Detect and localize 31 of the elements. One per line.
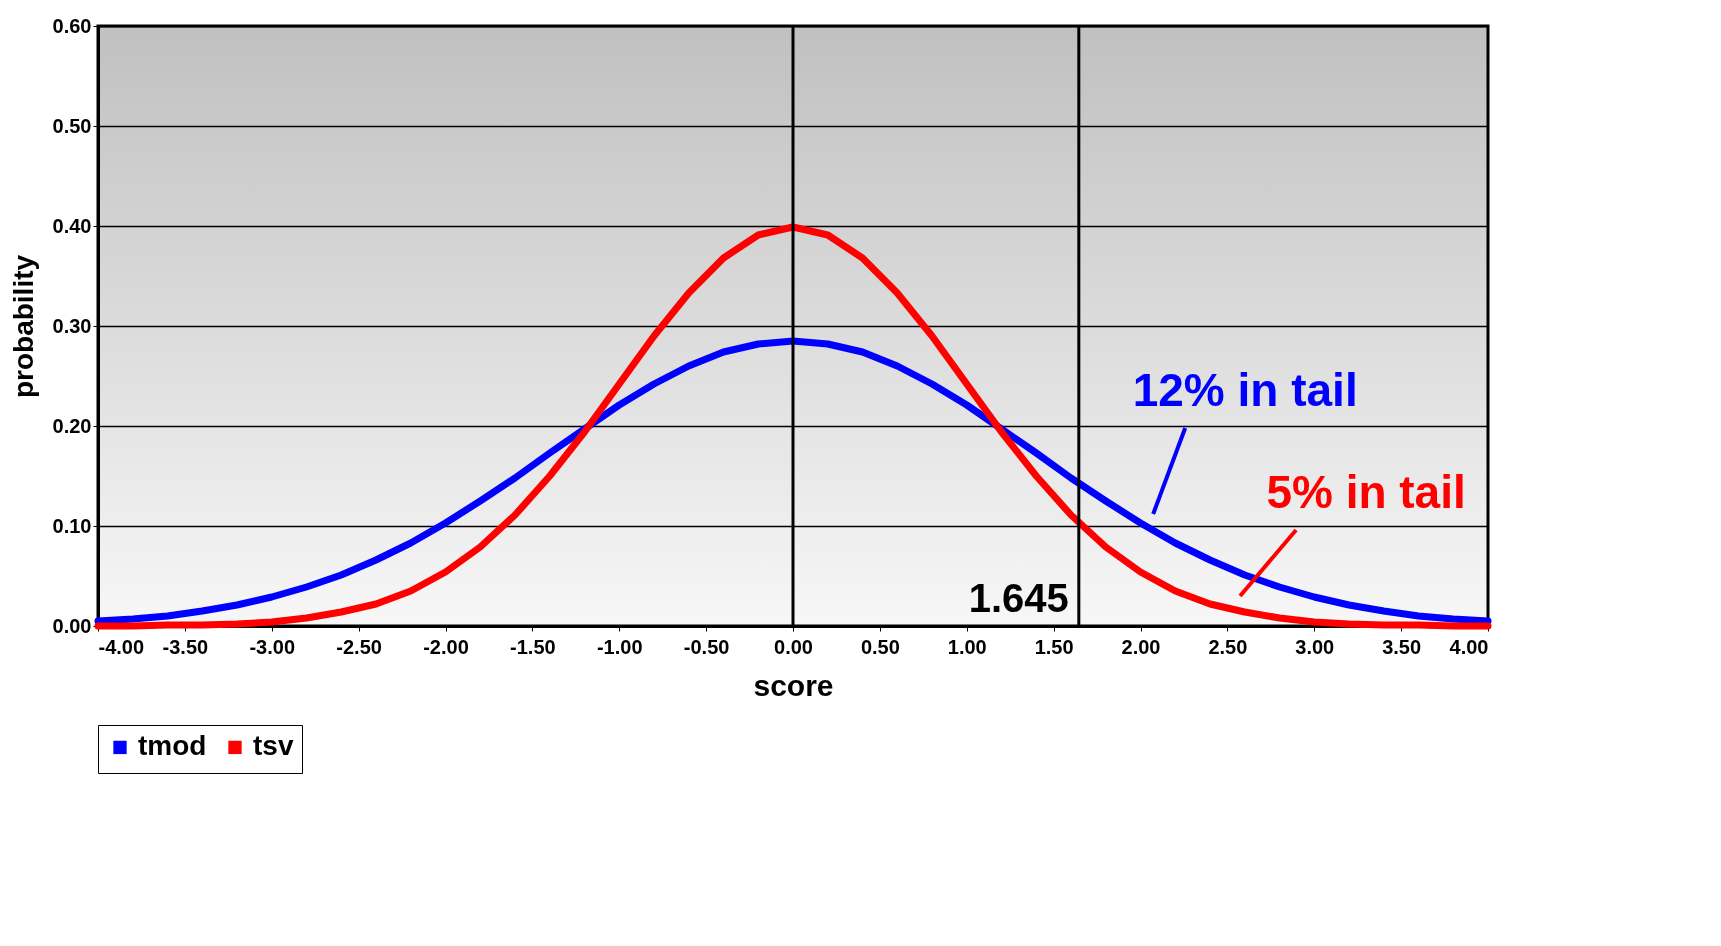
x-tick-label: 2.00 [1121,635,1161,658]
y-tick-label: 0.20 [52,414,92,437]
x-tick-label: -2.00 [423,635,469,658]
x-tick-label: 1.00 [947,635,987,658]
y-tick-label: 0.60 [52,14,92,37]
x-tick-label: -2.50 [336,635,382,658]
legend-label: tmod [138,730,207,762]
x-tick-label: 4.00 [1449,635,1489,658]
x-tick-label: -1.50 [510,635,556,658]
x-tick-label: -0.50 [683,635,730,658]
x-axis-title: score [753,668,834,702]
y-tick-label: 0.30 [52,314,92,337]
x-tick-label: 3.50 [1382,635,1422,658]
x-tick-label: 3.00 [1295,635,1335,658]
x-tick-label: -4.00 [98,635,145,658]
y-tick-label: 0.50 [52,114,92,137]
ref-line-label: 1.645 [968,576,1069,620]
x-tick-label: 0.50 [860,635,900,658]
annotation: 5% in tail [1266,466,1466,518]
annotation: 12% in tail [1132,364,1358,416]
y-tick-label: 0.40 [52,214,92,237]
y-axis-title: probability [7,254,39,399]
y-tick-label: 0.10 [52,514,92,537]
x-tick-label: 2.50 [1208,635,1248,658]
legend-label: tsv [253,730,294,762]
y-tick-label: 0.00 [52,614,92,637]
x-tick-label: 1.50 [1034,635,1074,658]
x-tick-label: -3.00 [249,635,296,658]
x-tick-label: -1.00 [596,635,643,658]
x-tick-label: 0.00 [774,635,813,658]
x-tick-label: -3.50 [162,635,209,658]
